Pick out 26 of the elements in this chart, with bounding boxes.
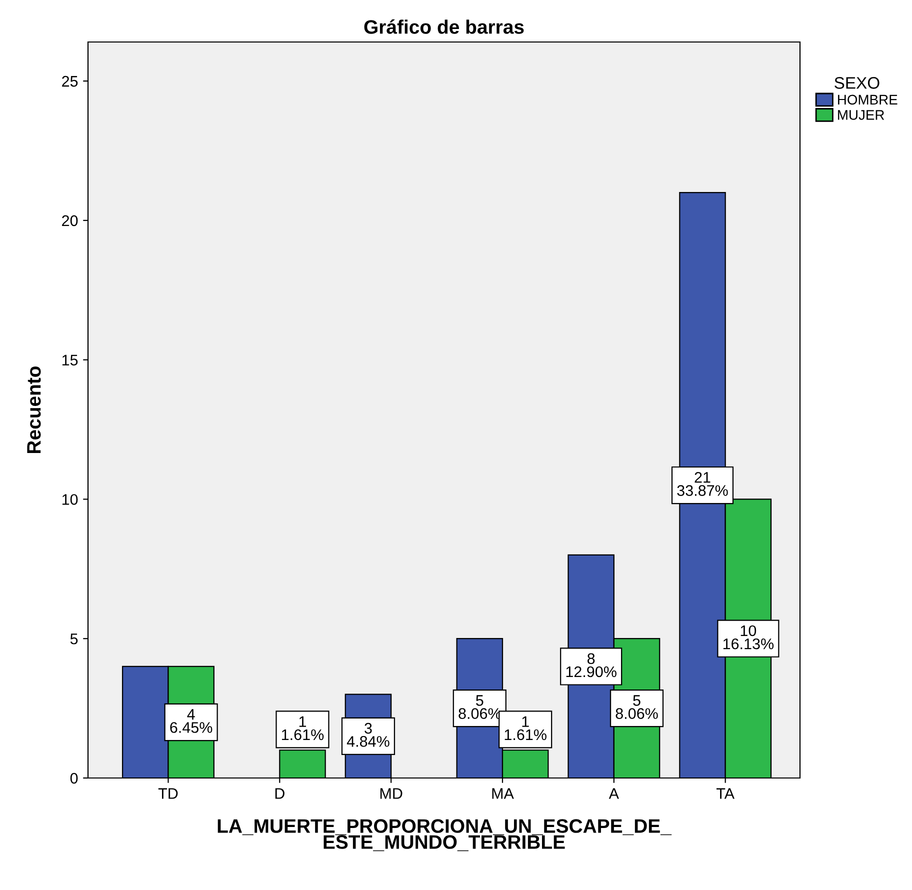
data-label: 8 12.90%: [566, 653, 616, 678]
data-label: 1 1.61%: [504, 716, 546, 740]
data-label: 1 1.61%: [282, 716, 324, 740]
legend-title: SEXO: [834, 77, 880, 89]
y-tick-label: 20: [62, 215, 78, 226]
x-tick-label: MA: [492, 788, 514, 799]
x-tick-label: A: [608, 788, 619, 799]
data-label: 4 6.45%: [170, 709, 212, 733]
x-axis-title: LA_MUERTE_PROPORCIONA_UN_ESCAPE_DE_ ESTE_MUNDO_TERRIBLE: [218, 819, 672, 852]
y-tick-label: 10: [62, 494, 78, 505]
x-tick-label: TD: [158, 788, 178, 799]
data-label: 21 33.87%: [677, 472, 728, 496]
legend-label: HOMBRE: [838, 94, 898, 105]
y-tick-label: 25: [62, 76, 78, 87]
data-label: 3 4.84%: [346, 722, 390, 747]
chart-title: Gráfico de barras: [364, 19, 524, 34]
x-tick-label: TA: [716, 788, 735, 799]
x-tick-label: D: [275, 788, 284, 799]
y-axis-title: Recuento: [27, 366, 41, 453]
y-tick-label: 5: [70, 634, 78, 644]
y-tick-label: 0: [70, 772, 78, 784]
data-label: 5 8.06%: [616, 695, 658, 719]
legend-label: MUJER: [838, 110, 884, 120]
data-label: 10 16.13%: [723, 625, 774, 650]
y-tick-label: 15: [62, 354, 78, 366]
x-tick-label: MD: [380, 788, 402, 799]
